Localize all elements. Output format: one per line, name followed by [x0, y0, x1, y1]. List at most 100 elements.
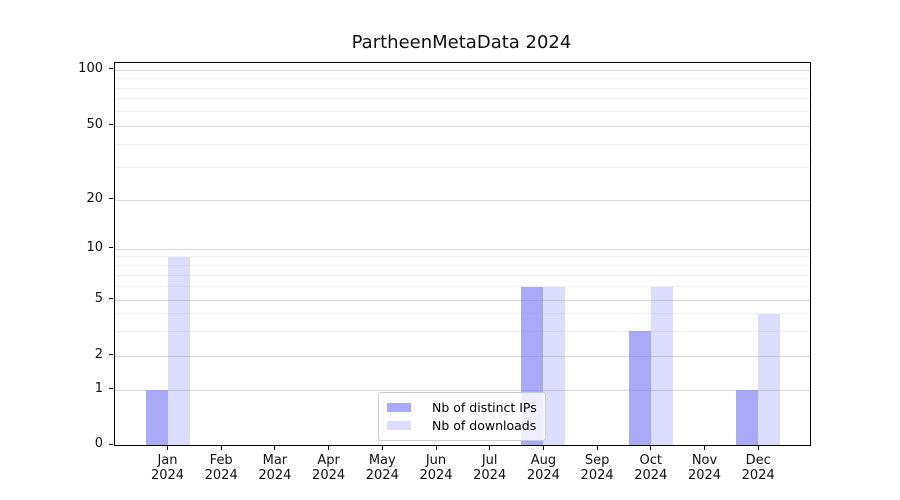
x-tick-label: Aug 2024: [513, 453, 573, 483]
x-tick-label: Jan 2024: [138, 453, 198, 483]
x-tick-month: Aug: [530, 453, 557, 468]
bar-distinct-ips: [145, 390, 168, 445]
y-minor-gridline: [115, 330, 810, 332]
y-major-gridline: [115, 199, 810, 201]
bar-distinct-ips: [628, 331, 651, 445]
x-tick-label: Oct 2024: [621, 453, 681, 483]
y-minor-gridline: [115, 286, 810, 288]
x-tick-label: May 2024: [352, 453, 412, 483]
y-minor-gridline: [115, 87, 810, 89]
x-tick-month: Jun: [425, 453, 447, 468]
y-tick-mark: [109, 354, 113, 356]
y-tick-label: 1: [94, 380, 103, 396]
x-tick-mark: [167, 446, 168, 450]
bar-downloads: [543, 286, 566, 445]
y-tick-mark: [109, 198, 113, 200]
y-tick-mark: [109, 247, 113, 249]
x-tick-mark: [381, 446, 383, 450]
x-tick-mark: [328, 446, 330, 450]
legend-label-downloads: Nb of downloads: [432, 417, 537, 433]
x-tick-mark: [757, 446, 759, 450]
y-minor-gridline: [115, 143, 810, 145]
y-tick-mark: [109, 68, 113, 70]
chart-title: PartheenMetaData 2024: [351, 32, 572, 53]
bar-downloads: [758, 313, 781, 445]
x-tick-year: 2024: [634, 468, 668, 483]
x-tick-mark: [220, 446, 222, 450]
plot-area: Nb of distinct IPs Nb of downloads: [114, 62, 811, 446]
bars-layer: [115, 63, 810, 445]
y-tick-mark: [109, 443, 113, 445]
y-tick-label: 10: [86, 239, 103, 255]
x-tick-year: 2024: [365, 468, 399, 483]
x-tick-month: Sep: [584, 453, 610, 468]
x-tick-mark: [274, 446, 276, 450]
x-tick-year: 2024: [741, 468, 775, 483]
y-major-gridline: [115, 125, 810, 127]
y-tick-label: 5: [94, 290, 103, 306]
x-tick-year: 2024: [204, 468, 238, 483]
x-tick-year: 2024: [258, 468, 292, 483]
x-tick-label: Feb 2024: [191, 453, 251, 483]
x-tick-month: Mar: [262, 453, 288, 468]
y-minor-gridline: [115, 166, 810, 168]
legend-swatch-distinct-ips: [387, 402, 411, 412]
x-tick-month: Jan: [157, 453, 178, 468]
legend-item-distinct-ips: Nb of distinct IPs: [386, 398, 538, 416]
x-tick-year: 2024: [312, 468, 346, 483]
y-major-gridline: [115, 248, 810, 250]
legend-swatch-downloads: [387, 420, 411, 430]
x-tick-year: 2024: [526, 468, 560, 483]
x-tick-month: Apr: [317, 453, 340, 468]
y-tick-label: 0: [94, 436, 103, 451]
x-tick-month: Dec: [745, 453, 771, 468]
x-tick-mark: [704, 446, 705, 450]
y-minor-gridline: [115, 264, 810, 266]
x-tick-mark: [435, 446, 437, 450]
bar-distinct-ips: [736, 390, 759, 445]
x-tick-label: Jun 2024: [406, 453, 466, 483]
x-tick-month: Oct: [639, 453, 663, 468]
x-tick-label: Jul 2024: [460, 453, 520, 483]
legend: Nb of distinct IPs Nb of downloads: [378, 392, 546, 441]
y-minor-gridline: [115, 313, 810, 315]
x-tick-year: 2024: [150, 468, 185, 483]
y-tick-label: 100: [78, 60, 103, 76]
x-tick-year: 2024: [473, 468, 507, 483]
x-tick-label: Dec 2024: [728, 453, 788, 483]
x-tick-month: Jul: [481, 453, 498, 468]
y-major-gridline: [115, 69, 810, 71]
y-tick-mark: [109, 298, 113, 300]
x-tick-month: May: [368, 453, 396, 468]
y-major-gridline: [115, 355, 810, 357]
gridlines-layer: [115, 63, 810, 445]
y-tick-label: 2: [94, 346, 103, 362]
x-tick-mark: [542, 446, 544, 450]
y-minor-gridline: [115, 110, 810, 112]
x-tick-label: Nov 2024: [675, 453, 735, 483]
x-tick-mark: [489, 446, 491, 450]
y-minor-gridline: [115, 78, 810, 80]
y-minor-gridline: [115, 256, 810, 258]
y-major-gridline: [115, 299, 810, 301]
bar-downloads: [167, 256, 190, 445]
x-tick-mark: [650, 446, 652, 450]
bar-downloads: [650, 286, 673, 445]
y-tick-mark: [109, 388, 113, 390]
y-tick-label: 50: [86, 116, 103, 132]
x-tick-year: 2024: [419, 468, 453, 483]
x-tick-year: 2024: [580, 468, 614, 483]
y-tick-mark: [109, 124, 113, 126]
x-tick-month: Nov: [691, 453, 718, 468]
legend-item-downloads: Nb of downloads: [386, 416, 538, 434]
x-tick-year: 2024: [687, 468, 722, 483]
x-tick-label: Apr 2024: [299, 453, 359, 483]
y-major-gridline: [115, 389, 810, 391]
legend-label-distinct-ips: Nb of distinct IPs: [432, 399, 537, 415]
y-minor-gridline: [115, 98, 810, 100]
x-tick-label: Sep 2024: [567, 453, 627, 483]
y-minor-gridline: [115, 274, 810, 276]
x-tick-label: Mar 2024: [245, 453, 305, 483]
x-tick-month: Feb: [209, 453, 233, 468]
